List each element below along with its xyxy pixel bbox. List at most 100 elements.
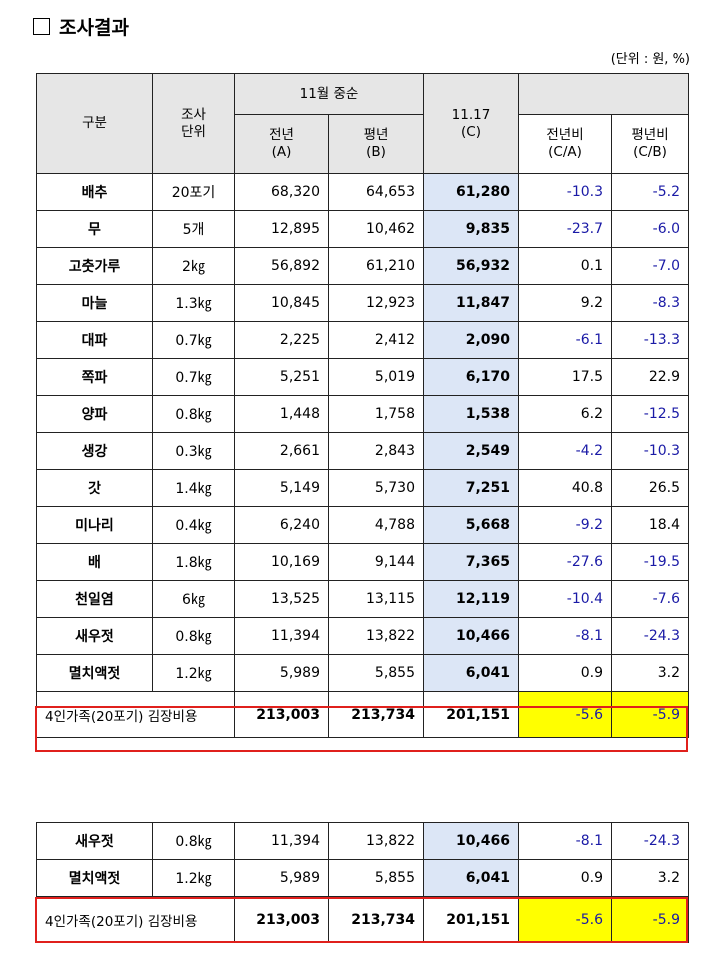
item-name: 갓 (36, 469, 153, 507)
prev-year-value: 11,394 (234, 617, 329, 655)
vs-prev-value: -27.6 (518, 543, 612, 581)
checkbox-square-icon (33, 18, 50, 35)
item-name: 양파 (36, 395, 153, 433)
vs-prev-value: 9.2 (518, 284, 612, 322)
vs-avg-value: 3.2 (611, 859, 689, 897)
current-value: 6,041 (423, 654, 519, 692)
item-name: 무 (36, 210, 153, 248)
total-vs-avg: -5.9 (611, 896, 689, 943)
current-value: 9,835 (423, 210, 519, 248)
table-row: 멸치액젓 1.2㎏ 5,989 5,855 6,041 0.9 3.2 (36, 654, 689, 692)
avg-year-value: 64,653 (328, 173, 424, 211)
vs-avg-value: -13.3 (611, 321, 689, 359)
current-value: 2,549 (423, 432, 519, 470)
item-unit: 1.8㎏ (152, 543, 235, 581)
item-name: 배추 (36, 173, 153, 211)
prev-year-value: 10,845 (234, 284, 329, 322)
item-name: 멸치액젓 (36, 859, 153, 897)
vs-avg-value: -8.3 (611, 284, 689, 322)
avg-year-value: 13,822 (328, 822, 424, 860)
vs-avg-value: -7.0 (611, 247, 689, 285)
avg-year-value: 5,855 (328, 859, 424, 897)
avg-year-value: 12,923 (328, 284, 424, 322)
avg-year-value: 13,115 (328, 580, 424, 618)
vs-prev-value: -9.2 (518, 506, 612, 544)
total-vs-avg: -5.9 (611, 691, 689, 738)
prev-year-value: 2,225 (234, 321, 329, 359)
table-row: 미나리 0.4㎏ 6,240 4,788 5,668 -9.2 18.4 (36, 506, 689, 544)
avg-year-value: 4,788 (328, 506, 424, 544)
prev-year-value: 12,895 (234, 210, 329, 248)
item-name: 천일염 (36, 580, 153, 618)
total-label: 4인가족(20포기) 김장비용 (36, 691, 235, 738)
vs-prev-value: 0.9 (518, 654, 612, 692)
unit-note: (단위 : 원, %) (610, 52, 690, 67)
current-value: 11,847 (423, 284, 519, 322)
item-name: 마늘 (36, 284, 153, 322)
vs-avg-value: -10.3 (611, 432, 689, 470)
vs-prev-value: 40.8 (518, 469, 612, 507)
total-label: 4인가족(20포기) 김장비용 (36, 896, 235, 943)
item-unit: 20포기 (152, 173, 235, 211)
vs-prev-value: -4.2 (518, 432, 612, 470)
item-unit: 1.2㎏ (152, 654, 235, 692)
total-avg-year: 213,734 (328, 691, 424, 738)
survey-table: 구분 조사 단위 11월 중순 11.17 (C) 전년 (A) 평년 (B) … (36, 73, 689, 738)
avg-year-value: 2,412 (328, 321, 424, 359)
item-unit: 0.4㎏ (152, 506, 235, 544)
total-row: 4인가족(20포기) 김장비용 213,003 213,734 201,151 -5.6… (36, 896, 689, 943)
total-current: 201,151 (423, 691, 519, 738)
current-value: 10,466 (423, 822, 519, 860)
item-unit: 2㎏ (152, 247, 235, 285)
header-unit: 조사 단위 (152, 73, 235, 174)
prev-year-value: 5,251 (234, 358, 329, 396)
avg-year-value: 13,822 (328, 617, 424, 655)
survey-table-excerpt: 새우젓 0.8㎏ 11,394 13,822 10,466 -8.1 -24.3 멸치액젓 1.… (36, 822, 689, 943)
vs-prev-value: -10.4 (518, 580, 612, 618)
table-row: 새우젓 0.8㎏ 11,394 13,822 10,466 -8.1 -24.3 (36, 617, 689, 655)
prev-year-value: 5,989 (234, 654, 329, 692)
table-row: 고춧가루 2㎏ 56,892 61,210 56,932 0.1 -7.0 (36, 247, 689, 285)
item-unit: 1.4㎏ (152, 469, 235, 507)
item-unit: 0.8㎏ (152, 617, 235, 655)
table-row: 양파 0.8㎏ 1,448 1,758 1,538 6.2 -12.5 (36, 395, 689, 433)
item-name: 미나리 (36, 506, 153, 544)
prev-year-value: 5,149 (234, 469, 329, 507)
total-vs-prev: -5.6 (518, 896, 612, 943)
item-name: 새우젓 (36, 617, 153, 655)
item-name: 대파 (36, 321, 153, 359)
header-category: 구분 (36, 73, 153, 174)
avg-year-value: 5,730 (328, 469, 424, 507)
vs-avg-value: -24.3 (611, 822, 689, 860)
avg-year-value: 9,144 (328, 543, 424, 581)
item-unit: 1.2㎏ (152, 859, 235, 897)
current-value: 6,041 (423, 859, 519, 897)
header-blank (518, 73, 689, 115)
current-value: 12,119 (423, 580, 519, 618)
total-row: 4인가족(20포기) 김장비용 213,003 213,734 201,151 -5.6… (36, 691, 689, 738)
total-current: 201,151 (423, 896, 519, 943)
item-name: 생강 (36, 432, 153, 470)
table-row: 천일염 6㎏ 13,525 13,115 12,119 -10.4 -7.6 (36, 580, 689, 618)
prev-year-value: 1,448 (234, 395, 329, 433)
item-unit: 0.8㎏ (152, 395, 235, 433)
table-row: 쪽파 0.7㎏ 5,251 5,019 6,170 17.5 22.9 (36, 358, 689, 396)
section-title-text: 조사결과 (59, 17, 129, 39)
item-unit: 0.3㎏ (152, 432, 235, 470)
current-value: 10,466 (423, 617, 519, 655)
vs-prev-value: -8.1 (518, 617, 612, 655)
item-unit: 6㎏ (152, 580, 235, 618)
vs-prev-value: 0.1 (518, 247, 612, 285)
avg-year-value: 1,758 (328, 395, 424, 433)
prev-year-value: 13,525 (234, 580, 329, 618)
table-row: 마늘 1.3㎏ 10,845 12,923 11,847 9.2 -8.3 (36, 284, 689, 322)
prev-year-value: 2,661 (234, 432, 329, 470)
vs-avg-value: -19.5 (611, 543, 689, 581)
header-prev-year: 전년 (A) (234, 114, 329, 174)
header-vs-avg: 평년비 (C/B) (611, 114, 689, 174)
vs-avg-value: -12.5 (611, 395, 689, 433)
vs-avg-value: -24.3 (611, 617, 689, 655)
avg-year-value: 2,843 (328, 432, 424, 470)
total-avg-year: 213,734 (328, 896, 424, 943)
section-title: 조사결과 (33, 13, 129, 40)
